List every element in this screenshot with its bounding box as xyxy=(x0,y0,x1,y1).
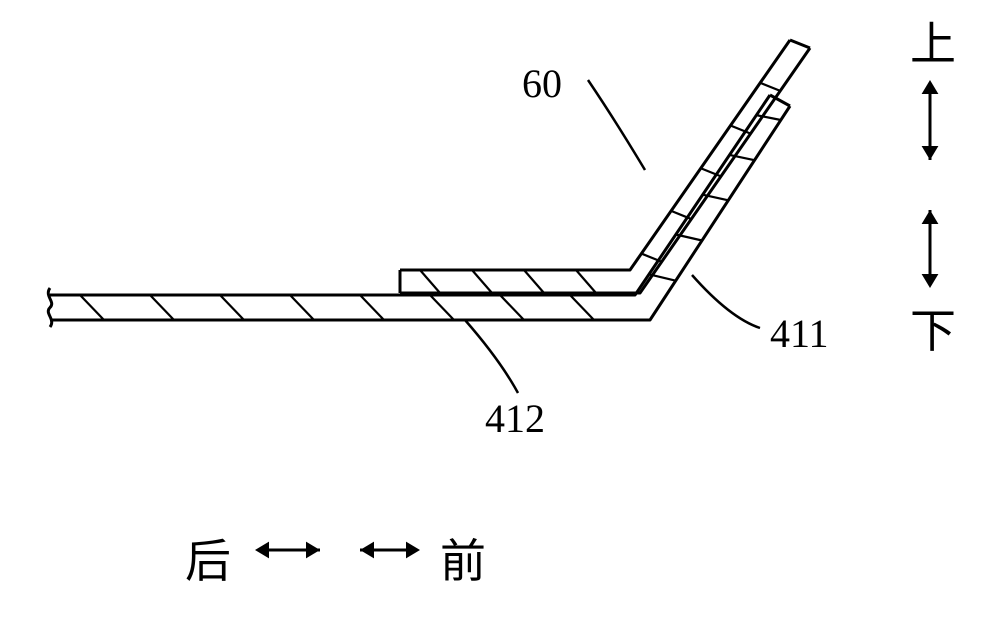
label-up: 上 xyxy=(910,8,956,74)
label-back: 后 xyxy=(185,525,231,591)
label-ref-411: 411 xyxy=(770,310,829,357)
label-ref-412: 412 xyxy=(485,395,545,442)
label-ref-60: 60 xyxy=(522,60,562,107)
label-down: 下 xyxy=(910,295,956,361)
label-front: 前 xyxy=(440,525,486,591)
